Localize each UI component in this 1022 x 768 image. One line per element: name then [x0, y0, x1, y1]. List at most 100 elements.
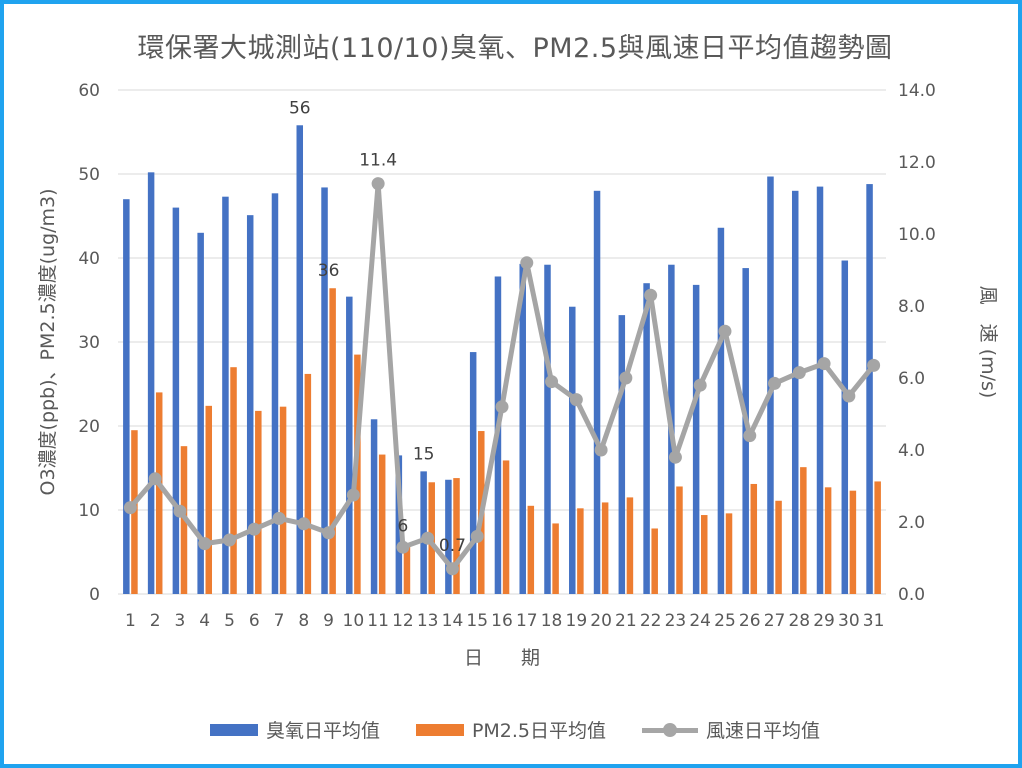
- bar-ozone: [544, 264, 551, 594]
- bar-pm25: [800, 467, 807, 594]
- bar-ozone: [172, 207, 180, 594]
- wind-point: [619, 371, 633, 385]
- data-label: 36: [318, 261, 340, 281]
- wind-point: [396, 540, 410, 554]
- x-tick-label: 25: [714, 611, 736, 631]
- bar-ozone: [123, 199, 130, 594]
- bar-ozone: [222, 196, 229, 594]
- y-tick-label-right: 4.0: [898, 441, 925, 461]
- x-tick-label: 1: [125, 611, 136, 631]
- x-tick-label: 17: [516, 611, 538, 631]
- wind-point: [569, 393, 583, 407]
- wind-point: [297, 517, 311, 531]
- y-tick-label-left: 40: [78, 249, 100, 269]
- wind-point: [817, 357, 831, 371]
- bar-ozone: [866, 184, 873, 594]
- wind-point: [842, 389, 856, 403]
- x-tick-label: 13: [417, 611, 439, 631]
- data-labels: 56 15 36 6 11.4 0.7: [289, 98, 466, 556]
- wind-point: [123, 501, 137, 515]
- wind-point: [470, 529, 484, 543]
- bar-pm25: [676, 486, 683, 594]
- bar-pm25: [700, 515, 708, 594]
- bar-pm25: [378, 454, 386, 594]
- y-tick-label-left: 0: [89, 585, 100, 605]
- bar-pm25: [453, 478, 460, 594]
- x-tick-label: 10: [343, 611, 365, 631]
- bar-ozone: [395, 455, 403, 594]
- x-tick-label: 18: [541, 611, 563, 631]
- bar-ozone: [321, 187, 328, 594]
- x-tick-label: 2: [150, 611, 161, 631]
- bar-ozone: [147, 172, 155, 594]
- bar-ozone: [717, 227, 725, 594]
- y-tick-label-right: 2.0: [898, 513, 925, 533]
- line-series: [123, 177, 881, 576]
- legend-item-ozone: 臭氧日平均值: [209, 716, 380, 743]
- wind-point: [148, 472, 162, 486]
- wind-point: [743, 429, 757, 443]
- wind-point: [247, 522, 261, 536]
- wind-point: [222, 533, 236, 547]
- x-tick-label: 8: [298, 611, 309, 631]
- legend-label-ozone: 臭氧日平均值: [265, 720, 380, 742]
- x-tick-label: 4: [199, 611, 210, 631]
- x-tick-label: 19: [566, 611, 588, 631]
- wind-point: [198, 537, 212, 551]
- x-tick-label: 29: [813, 611, 835, 631]
- wind-point: [668, 450, 682, 464]
- y-tick-label-left: 20: [78, 417, 100, 437]
- bar-ozone: [246, 215, 254, 594]
- bar-ozone: [791, 190, 799, 595]
- x-axis-title: 日 期: [464, 647, 540, 669]
- axis-titles: 日 期 O3濃度(ppb)、PM2.5濃度(ug/m3) 風 速 (m/s): [37, 188, 999, 669]
- wind-point: [644, 288, 658, 302]
- y-tick-label-right: 0.0: [898, 585, 925, 605]
- bar-ozone: [346, 296, 353, 594]
- legend-label-pm25: PM2.5日平均值: [471, 720, 607, 742]
- bar-series: [123, 125, 881, 595]
- bar-pm25: [577, 508, 584, 594]
- bar-ozone: [569, 306, 576, 594]
- bar-pm25: [527, 505, 535, 594]
- x-tick-label: 28: [788, 611, 810, 631]
- data-label: 6: [397, 517, 408, 537]
- legend-item-wind: 風速日平均值: [642, 716, 820, 743]
- data-label: 15: [413, 444, 435, 464]
- x-tick-label: 9: [323, 611, 334, 631]
- bar-ozone: [692, 284, 700, 594]
- wind-point: [495, 400, 509, 414]
- legend-swatch-ozone: [209, 723, 258, 736]
- x-tick-label: 12: [392, 611, 414, 631]
- bar-pm25: [155, 392, 163, 594]
- gridlines: [118, 89, 886, 595]
- bar-pm25: [626, 497, 634, 594]
- wind-point: [371, 177, 385, 191]
- x-tick-label: 20: [590, 611, 612, 631]
- x-tick-label: 21: [615, 611, 637, 631]
- bar-pm25: [601, 502, 609, 594]
- bar-ozone: [618, 315, 626, 594]
- wind-point: [272, 511, 286, 525]
- wind-point: [867, 358, 881, 372]
- data-label: 0.7: [439, 536, 466, 556]
- axis-ticks: 0 10 20 30 40 50 60 0.0 2.0 4.0 6.0 8.0 10.0 12.0 14.0…: [78, 81, 936, 631]
- bar-ozone: [643, 283, 650, 594]
- y-tick-label-left: 30: [78, 333, 100, 353]
- x-tick-label: 15: [466, 611, 488, 631]
- bar-ozone: [197, 232, 204, 595]
- bar-pm25: [849, 490, 857, 594]
- x-tick-label: 23: [665, 611, 687, 631]
- wind-point: [594, 443, 608, 457]
- bar-ozone: [420, 471, 427, 594]
- chart-plot: 0 10 20 30 40 50 60 0.0 2.0 4.0 6.0 8.0 10.0 12.0 14.0…: [37, 81, 999, 669]
- bar-pm25: [775, 500, 782, 594]
- bar-pm25: [403, 543, 411, 594]
- bar-pm25: [824, 487, 832, 594]
- x-tick-label: 5: [224, 611, 235, 631]
- y-tick-label-right: 10.0: [898, 225, 936, 245]
- legend-swatch-pm25: [415, 723, 464, 736]
- bar-ozone: [519, 263, 526, 594]
- bar-pm25: [874, 481, 881, 594]
